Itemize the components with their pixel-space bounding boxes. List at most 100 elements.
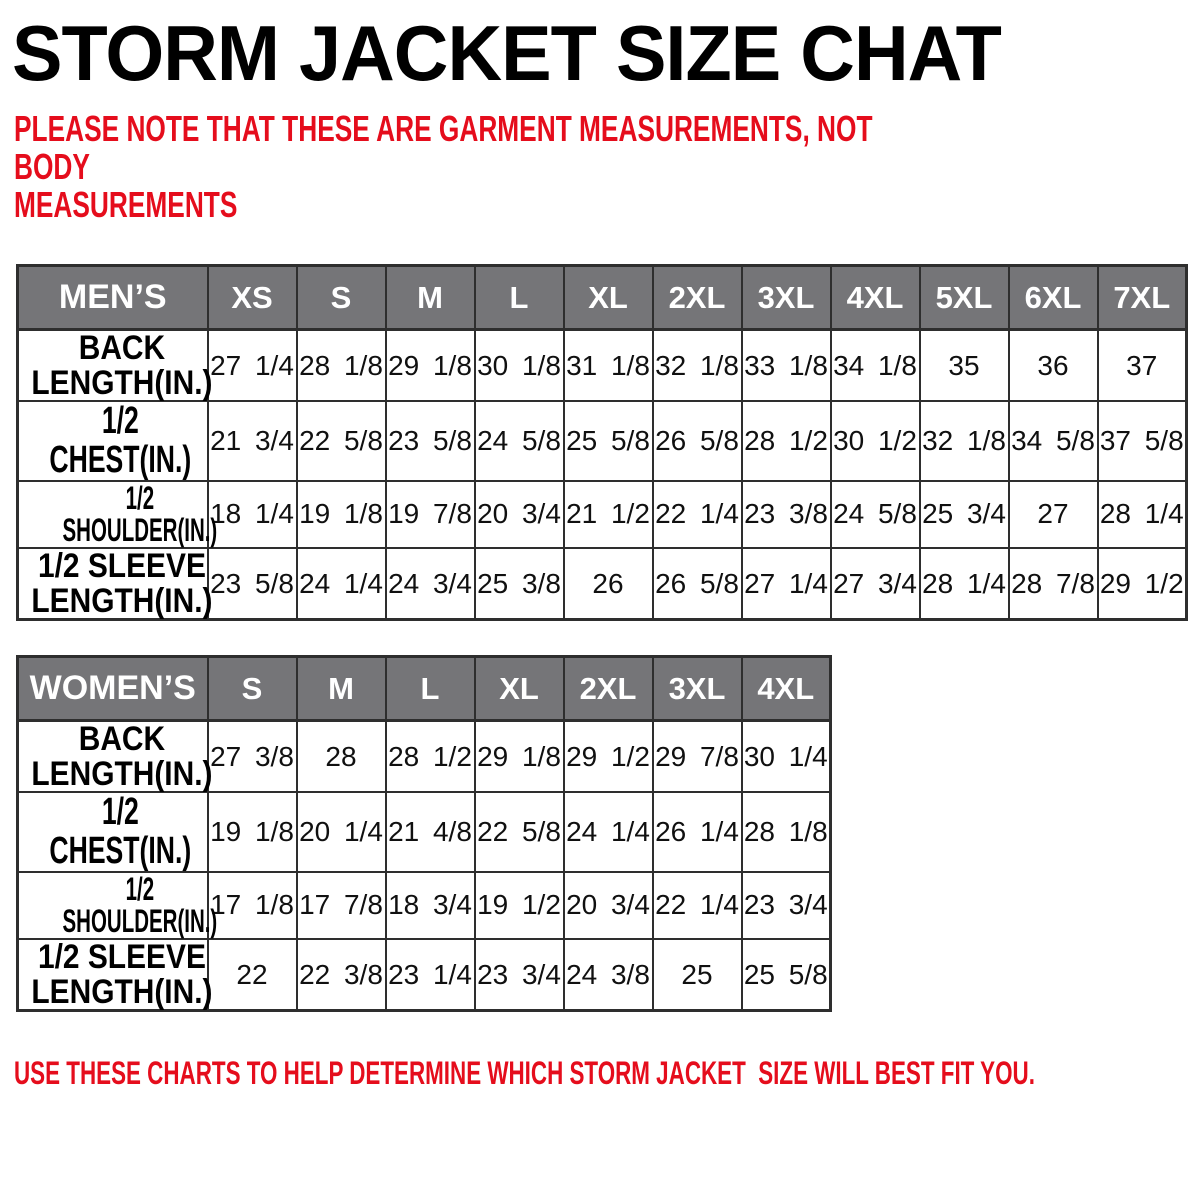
row-label-cell: 1/2 SHOULDER(IN.) [16,479,217,550]
measurement-value: 36 [1007,328,1099,403]
measurement-value: 24 5/8 [473,400,565,482]
row-label-cell: BACK LENGTH(IN.) [16,328,213,403]
womens-size-table: WOMEN’S S M L XL 2XL 3XL 4XL BACK LENGTH(IN.) 27 … [16,655,832,1013]
measurement-value: 28 1/8 [740,791,832,873]
measurement-value: 19 1/8 [206,791,298,873]
size-column-header-xl: XL [562,264,654,331]
measurement-value: 27 [1007,479,1099,550]
measurement-value: 17 1/8 [206,870,298,941]
size-column-header-6xl: 6XL [1007,264,1099,331]
measurement-value: 28 1/4 [1096,479,1188,550]
measurement-value: 34 1/8 [829,328,921,403]
measurement-value: 25 3/8 [473,547,565,621]
row-label-cell: 1/2 CHEST(IN.) [16,400,209,482]
measurement-value: 23 3/8 [740,479,832,550]
measurement-value: 21 3/4 [206,400,298,482]
measurement-value: 29 1/8 [473,719,565,794]
measurement-value: 35 [918,328,1010,403]
row-label: 1/2 SHOULDER(IN.) [62,870,218,940]
measurement-value: 23 3/4 [473,938,565,1012]
size-column-header-xs: XS [206,264,298,331]
measurement-value: 23 5/8 [206,547,298,621]
measurement-value: 30 1/8 [473,328,565,403]
measurement-value: 37 [1096,328,1188,403]
size-column-header-m: M [384,264,476,331]
measurement-value: 19 7/8 [384,479,476,550]
measurement-value: 31 1/8 [562,328,654,403]
size-column-header-3xl: 3XL [651,655,743,722]
measurement-value: 17 7/8 [295,870,387,941]
measurement-value: 25 5/8 [562,400,654,482]
row-label: BACK LENGTH(IN.) [31,329,213,402]
table-row: BACK LENGTH(IN.) 27 1/4 28 1/8 29 1/8 30 1/8… [16,328,1188,403]
table-row: 1/2 CHEST(IN.) 21 3/4 22 5/8 23 5/8 24 5/8 25… [16,400,1188,482]
measurement-value: 34 5/8 [1007,400,1099,482]
size-column-header-xl: XL [473,655,565,722]
measurement-value: 19 1/8 [295,479,387,550]
row-label: 1/2 CHEST(IN.) [49,791,192,873]
table-row: 1/2 CHEST(IN.) 19 1/8 20 1/4 21 4/8 22 5/8 24… [16,791,832,873]
page-title: STORM JACKET SIZE CHAT [12,9,1002,97]
size-column-header-l: L [384,655,476,722]
measurement-value: 23 1/4 [384,938,476,1012]
measurement-value: 29 7/8 [651,719,743,794]
size-column-header-2xl: 2XL [562,655,654,722]
row-label: 1/2 CHEST(IN.) [49,400,192,482]
measurement-value: 32 1/8 [651,328,743,403]
row-label-cell: 1/2 SLEEVE LENGTH(IN.) [16,938,213,1012]
measurement-value: 21 4/8 [384,791,476,873]
row-label-cell: 1/2 SLEEVE LENGTH(IN.) [16,547,213,621]
measurement-value: 22 [206,938,298,1012]
measurement-value: 20 3/4 [562,870,654,941]
measurement-value: 24 1/4 [295,547,387,621]
row-label: BACK LENGTH(IN.) [31,720,213,793]
row-label-cell: 1/2 SHOULDER(IN.) [16,870,217,941]
measurement-value: 28 1/2 [740,400,832,482]
measurement-value: 27 1/4 [740,547,832,621]
measurement-value: 28 7/8 [1007,547,1099,621]
size-column-header-s: S [295,264,387,331]
measurement-value: 22 5/8 [295,400,387,482]
table-row: 1/2 SHOULDER(IN.) 18 1/4 19 1/8 19 7/8 20 3/… [16,479,1188,550]
measurement-value: 24 1/4 [562,791,654,873]
measurement-value: 25 [651,938,743,1012]
table-row: 1/2 SLEEVE LENGTH(IN.) 22 22 3/8 23 1/4 23 3… [16,938,832,1012]
table-row: BACK LENGTH(IN.) 27 3/8 28 28 1/2 29 1/8 29 1… [16,719,832,794]
measurement-value: 27 1/4 [206,328,298,403]
size-column-header-2xl: 2XL [651,264,743,331]
measurement-value: 26 [562,547,654,621]
measurement-value: 26 5/8 [651,547,743,621]
measurement-value: 24 3/4 [384,547,476,621]
fit-guidance-note: USE THESE CHARTS TO HELP DETERMINE WHICH… [14,1055,1035,1091]
measurement-value: 28 1/4 [918,547,1010,621]
size-column-header-3xl: 3XL [740,264,832,331]
measurement-value: 27 3/4 [829,547,921,621]
measurement-value: 20 3/4 [473,479,565,550]
size-column-header-4xl: 4XL [740,655,832,722]
measurement-value: 33 1/8 [740,328,832,403]
measurement-value: 23 3/4 [740,870,832,941]
table-row: 1/2 SHOULDER(IN.) 17 1/8 17 7/8 18 3/4 19 1/… [16,870,832,941]
measurement-value: 25 3/4 [918,479,1010,550]
measurement-value: 32 1/8 [918,400,1010,482]
measurement-value: 24 5/8 [829,479,921,550]
measurement-value: 28 [295,719,387,794]
measurement-value: 29 1/2 [1096,547,1188,621]
measurement-value: 26 1/4 [651,791,743,873]
measurement-value: 29 1/8 [384,328,476,403]
size-column-header-l: L [473,264,565,331]
measurement-value: 23 5/8 [384,400,476,482]
row-label-cell: BACK LENGTH(IN.) [16,719,213,794]
size-column-header-m: M [295,655,387,722]
measurement-value: 37 5/8 [1096,400,1188,482]
table-row: 1/2 SLEEVE LENGTH(IN.) 23 5/8 24 1/4 24 3/4… [16,547,1188,621]
measurement-value: 30 1/2 [829,400,921,482]
row-label: 1/2 SLEEVE LENGTH(IN.) [31,938,213,1011]
measurement-value: 18 3/4 [384,870,476,941]
mens-size-table: MEN’S XS S M L XL 2XL 3XL 4XL 5XL 6XL 7XL BACK LENGT… [16,264,1188,622]
womens-header-label: WOMEN’S [16,655,209,722]
measurement-value: 25 5/8 [740,938,832,1012]
measurement-value: 22 1/4 [651,870,743,941]
size-column-header-5xl: 5XL [918,264,1010,331]
size-column-header-4xl: 4XL [829,264,921,331]
